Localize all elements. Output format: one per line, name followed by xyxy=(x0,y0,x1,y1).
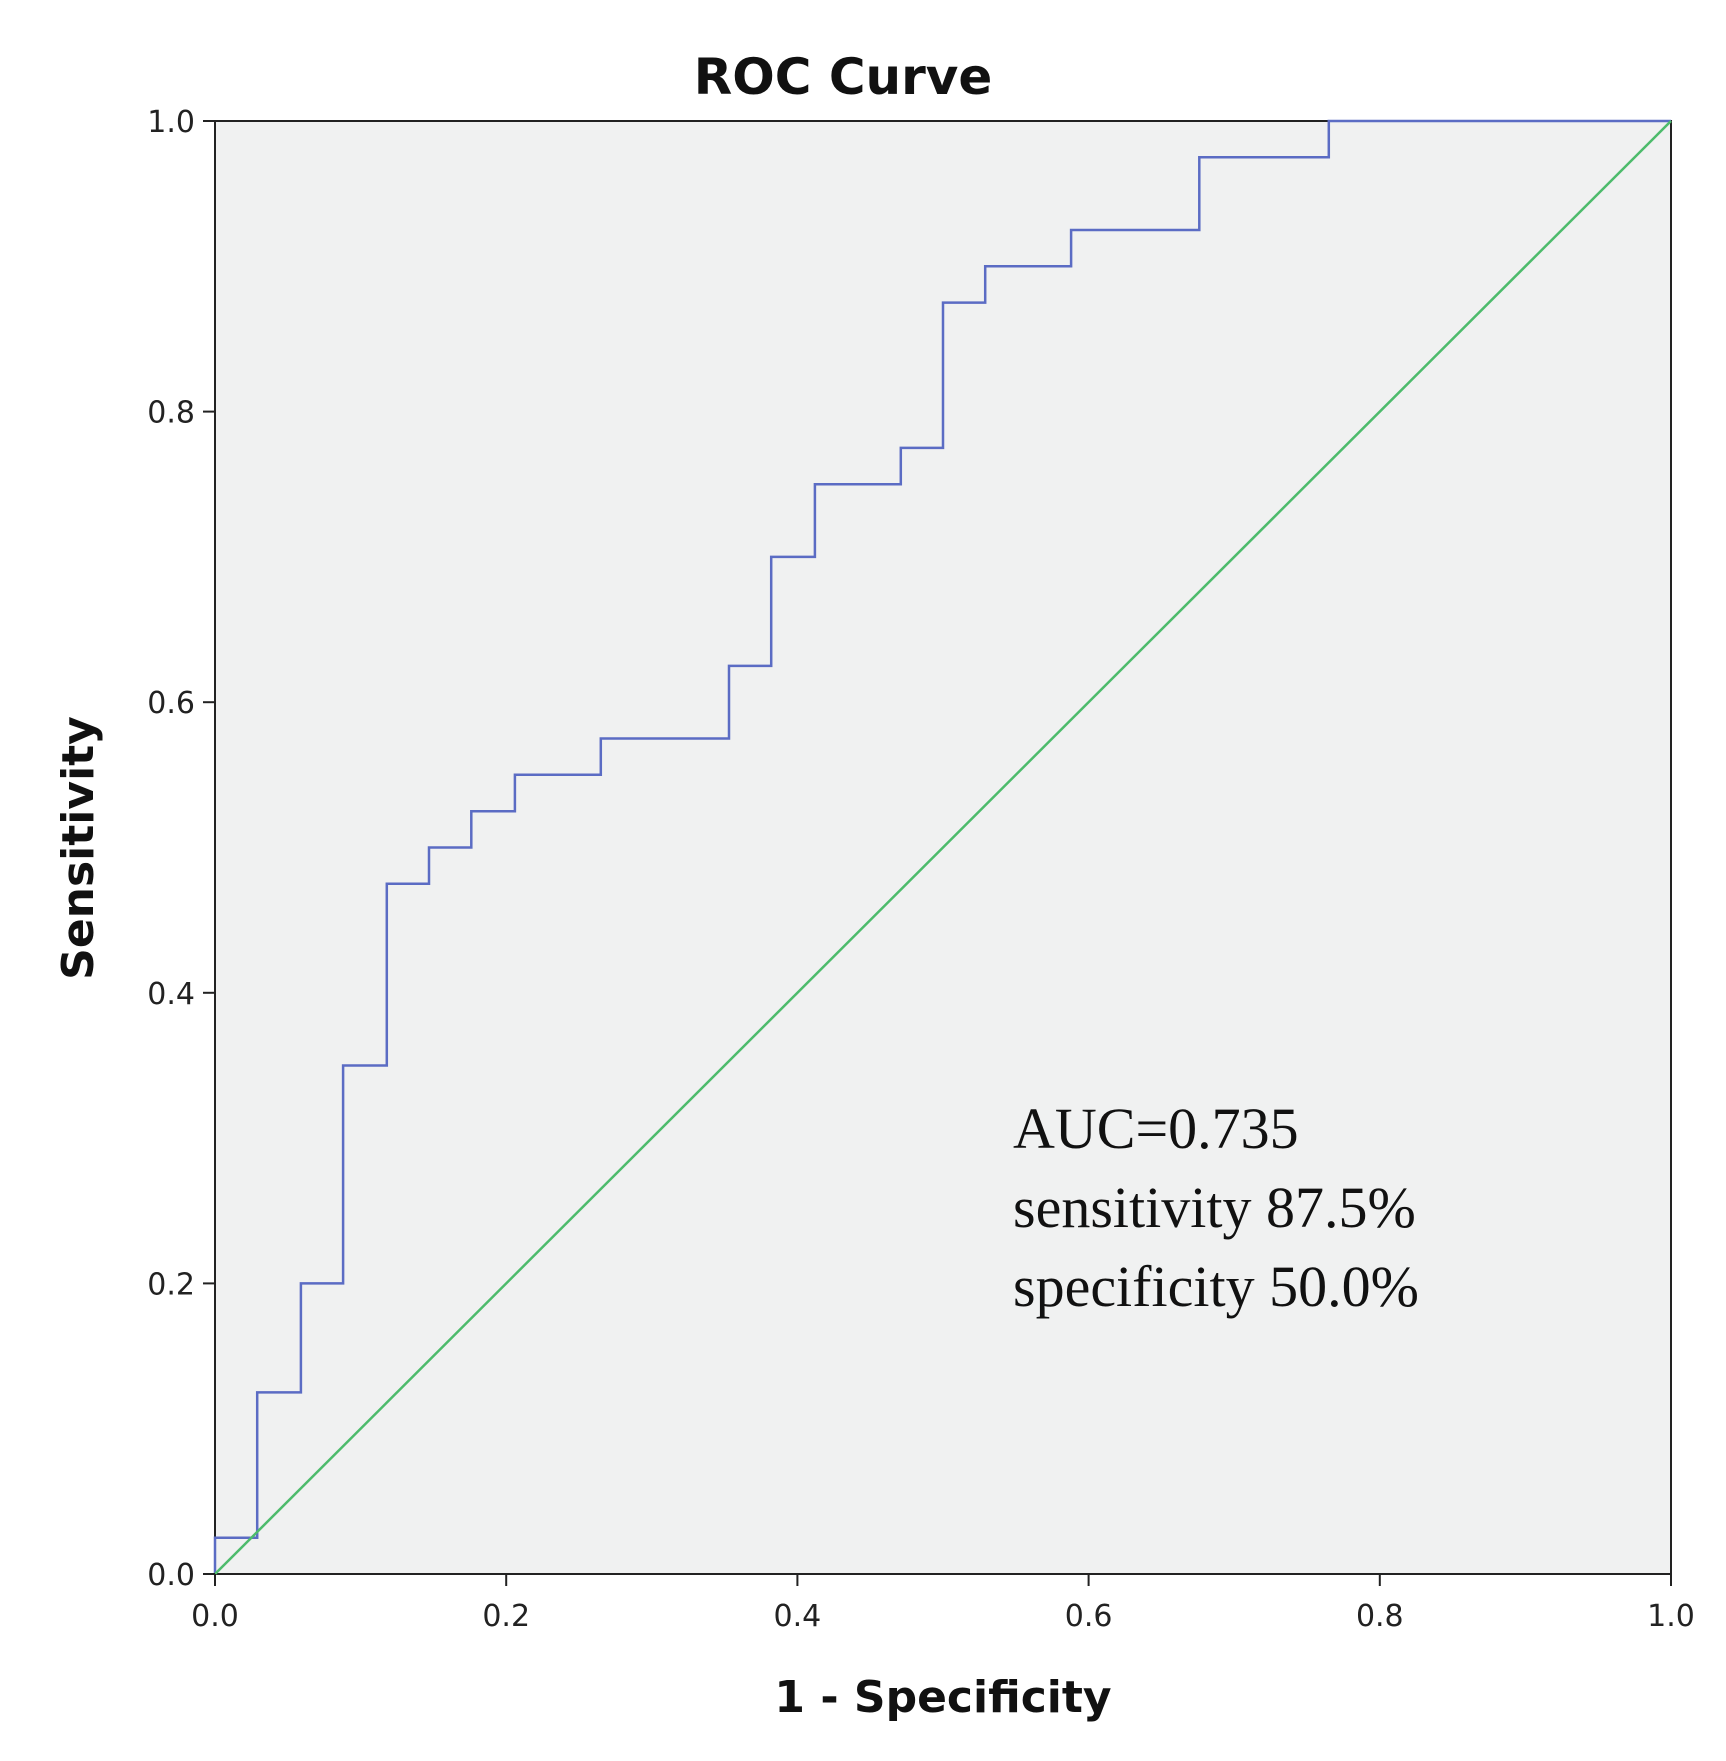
x-tick-label: 0.8 xyxy=(1356,1599,1404,1634)
x-tick-label: 0.2 xyxy=(482,1599,530,1634)
y-tick-label: 0.4 xyxy=(147,977,195,1012)
data-marks xyxy=(213,119,1672,1575)
chart-title: ROC Curve xyxy=(694,48,993,106)
y-tick-label: 1.0 xyxy=(147,105,195,140)
x-tick-label: 1.0 xyxy=(1647,1599,1695,1634)
x-tick-label: 0.0 xyxy=(191,1599,239,1634)
specificity-annotation: specificity 50.0% xyxy=(1013,1254,1419,1319)
axis-ticks: 0.0 0.2 0.4 0.6 0.8 1.0 0.0 0.2 0.4 0.6 0.8 1.0 xyxy=(147,105,1695,1634)
y-tick-label: 0.6 xyxy=(147,686,195,721)
sensitivity-annotation: sensitivity 87.5% xyxy=(1013,1175,1416,1240)
y-axis-label: Sensitivity xyxy=(53,716,104,980)
roc-curve-line xyxy=(213,119,1671,1574)
y-tick-label: 0.0 xyxy=(147,1558,195,1593)
reference-diagonal-line xyxy=(214,120,1672,1575)
x-axis-label: 1 - Specificity xyxy=(774,1672,1111,1723)
x-tick-label: 0.6 xyxy=(1065,1599,1113,1634)
x-tick-label: 0.4 xyxy=(774,1599,822,1634)
y-tick-label: 0.2 xyxy=(147,1267,195,1302)
y-tick-label: 0.8 xyxy=(147,396,195,431)
auc-annotation: AUC=0.735 xyxy=(1013,1096,1299,1161)
